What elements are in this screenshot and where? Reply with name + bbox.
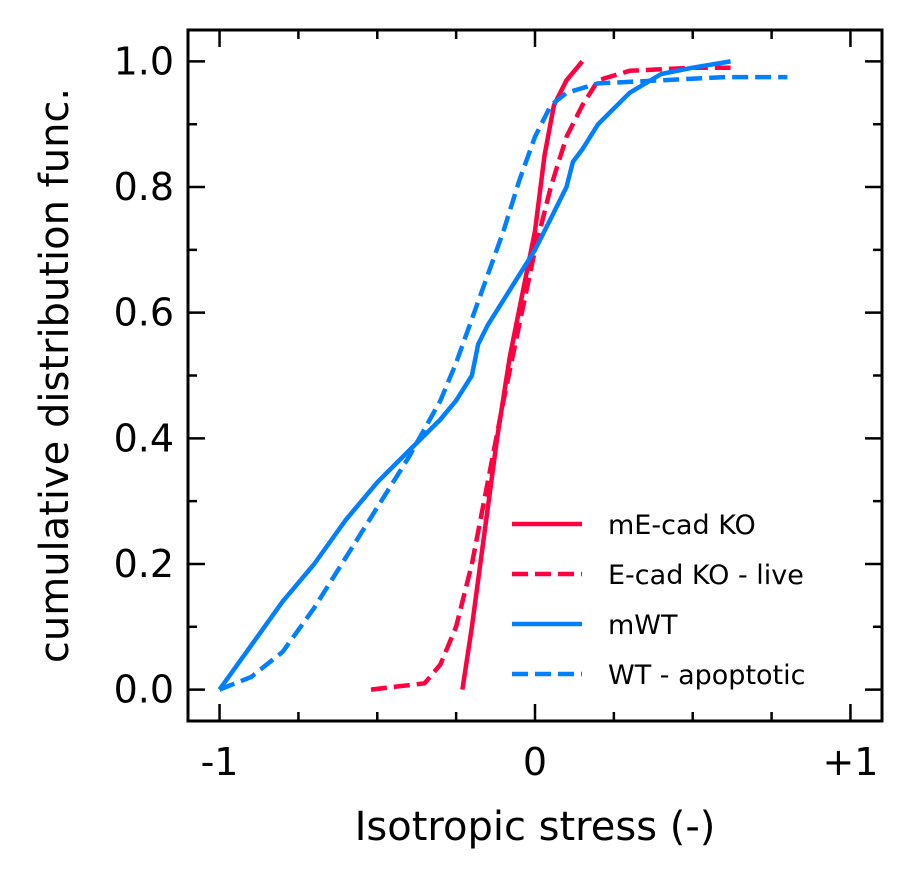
legend-label-0: mE-cad KO <box>608 510 756 541</box>
ticks-layer <box>188 30 882 721</box>
series-line-0 <box>460 59 585 690</box>
y-tick-label-1: 0.2 <box>114 542 174 586</box>
y-tick-label-3: 0.6 <box>114 291 174 335</box>
y-tick-label-4: 0.8 <box>114 165 174 209</box>
x-tick-label-0: -1 <box>201 740 239 784</box>
series-line-2 <box>217 59 731 691</box>
y-tick-label-0: 0.0 <box>114 668 174 712</box>
series-line-1 <box>370 65 731 692</box>
y-tick-label-5: 1.0 <box>114 39 174 83</box>
x-tick-label-1: 0 <box>523 740 547 784</box>
series-line-3 <box>218 74 788 692</box>
x-tick-label-2: +1 <box>822 740 878 784</box>
legend-label-3: WT - apoptotic <box>608 660 805 691</box>
legend-label-1: E-cad KO - live <box>608 560 804 591</box>
y-axis-title: cumulative distribution func. <box>32 88 78 663</box>
y-tick-label-2: 0.4 <box>114 416 174 460</box>
legend-label-2: mWT <box>608 610 678 641</box>
series-layer <box>217 59 788 692</box>
legend: mE-cad KO E-cad KO - live mWT WT - apoptoti… <box>512 510 805 691</box>
x-axis-title: Isotropic stress (-) <box>355 804 716 850</box>
tick-labels-layer: -1 0 +1 0.0 0.2 0.4 0.6 0.8 1.0 <box>114 39 879 784</box>
